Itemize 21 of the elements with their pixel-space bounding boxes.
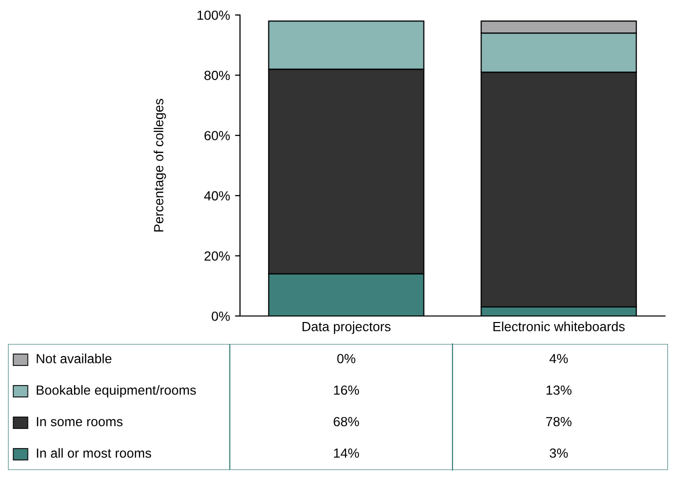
- y-tick-label: 40%: [204, 191, 230, 201]
- legend-label: Bookable equipment/rooms: [36, 385, 196, 398]
- y-tick-label: 100%: [198, 10, 230, 20]
- y-tick-label: 20%: [204, 251, 230, 261]
- data-label: 78%: [546, 416, 572, 426]
- data-label: 3%: [550, 448, 568, 458]
- data-label: 4%: [550, 354, 568, 364]
- data-label: 14%: [334, 448, 359, 458]
- y-tick-label: 0%: [212, 312, 230, 321]
- legend-label: In some rooms: [36, 417, 122, 426]
- legend-label: Not available: [36, 354, 112, 364]
- data-label: 16%: [334, 385, 359, 395]
- x-tick-label: Data projectors: [302, 322, 391, 334]
- x-tick-label: Electronic whiteboards: [493, 322, 625, 332]
- y-tick-label: 80%: [204, 70, 230, 80]
- data-label: 68%: [334, 416, 359, 426]
- y-tick-label: 60%: [204, 130, 230, 140]
- data-label: 0%: [337, 354, 356, 364]
- y-axis-title: Percentage of colleges: [154, 98, 166, 232]
- data-label: 13%: [546, 385, 572, 395]
- legend-label: In all or most rooms: [36, 448, 152, 458]
